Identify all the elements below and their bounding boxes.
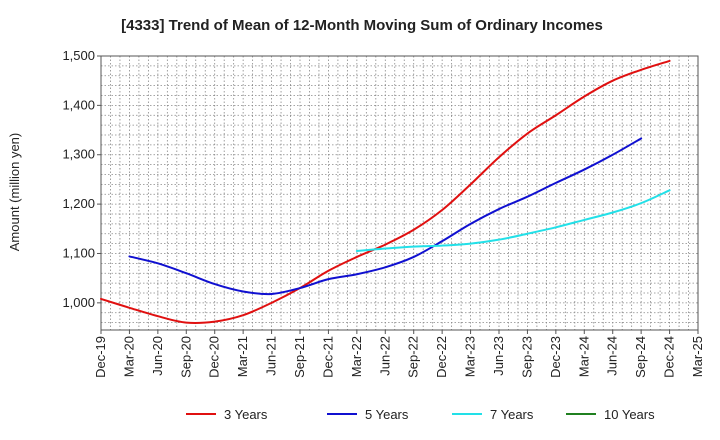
y-tick-label: 1,200 [62,196,95,211]
x-tick-label: Mar-20 [121,336,136,377]
x-tick-label: Dec-19 [93,336,108,378]
axes: 1,000 1,100 1,200 1,300 1,400 1,500 Dec-19 Mar-… [62,48,705,378]
x-tick-label: Mar-21 [235,336,250,377]
y-tick-label: 1,000 [62,295,95,310]
x-tick-label: Dec-23 [548,336,563,378]
x-tick-label: Dec-22 [434,336,449,378]
x-tick-label: Mar-22 [349,336,364,377]
chart-title: [4333] Trend of Mean of 12-Month Moving … [121,17,603,34]
legend-label: 5 Years [365,407,409,422]
legend-item-5-years: 5 Years [327,407,409,422]
x-tick-label: Jun-24 [605,336,620,376]
legend-label: 7 Years [490,407,534,422]
y-tick-label: 1,100 [62,245,95,260]
y-tick-label: 1,400 [62,97,95,112]
x-tick-label: Mar-25 [690,336,705,377]
x-tick-label: Sep-22 [406,336,421,378]
x-tick-label: Dec-21 [320,336,335,378]
series [100,59,671,325]
y-tick-label: 1,500 [62,48,95,63]
x-tick-label: Sep-21 [292,336,307,378]
legend-item-3-years: 3 Years [186,407,268,422]
x-tick-label: Jun-22 [377,336,392,376]
legend-item-7-years: 7 Years [452,407,534,422]
y-tick-label: 1,300 [62,147,95,162]
x-tick-label: Dec-24 [662,336,677,378]
x-tick-label: Dec-20 [207,336,222,378]
x-tick-label: Jun-21 [264,336,279,376]
series-line-3-years [100,59,671,325]
x-tick-label: Mar-23 [463,336,478,377]
plot-area [101,56,698,330]
x-tick-label: Jun-23 [491,336,506,376]
series-line-5-years [128,137,643,296]
legend-item-10-years: 10 Years [566,407,655,422]
legend: 3 Years 5 Years 7 Years 10 Years [186,407,655,422]
x-tick-label: Sep-23 [519,336,534,378]
legend-label: 10 Years [604,407,655,422]
x-tick-label: Jun-20 [150,336,165,376]
grid [101,55,698,330]
plot-frame [100,55,699,331]
legend-label: 3 Years [224,407,268,422]
x-tick-label: Mar-24 [576,336,591,377]
y-axis-label: Amount (million yen) [7,133,22,252]
series-line-7-years [355,189,671,253]
x-tick-label: Sep-20 [178,336,193,378]
x-tick-label: Sep-24 [633,336,648,378]
